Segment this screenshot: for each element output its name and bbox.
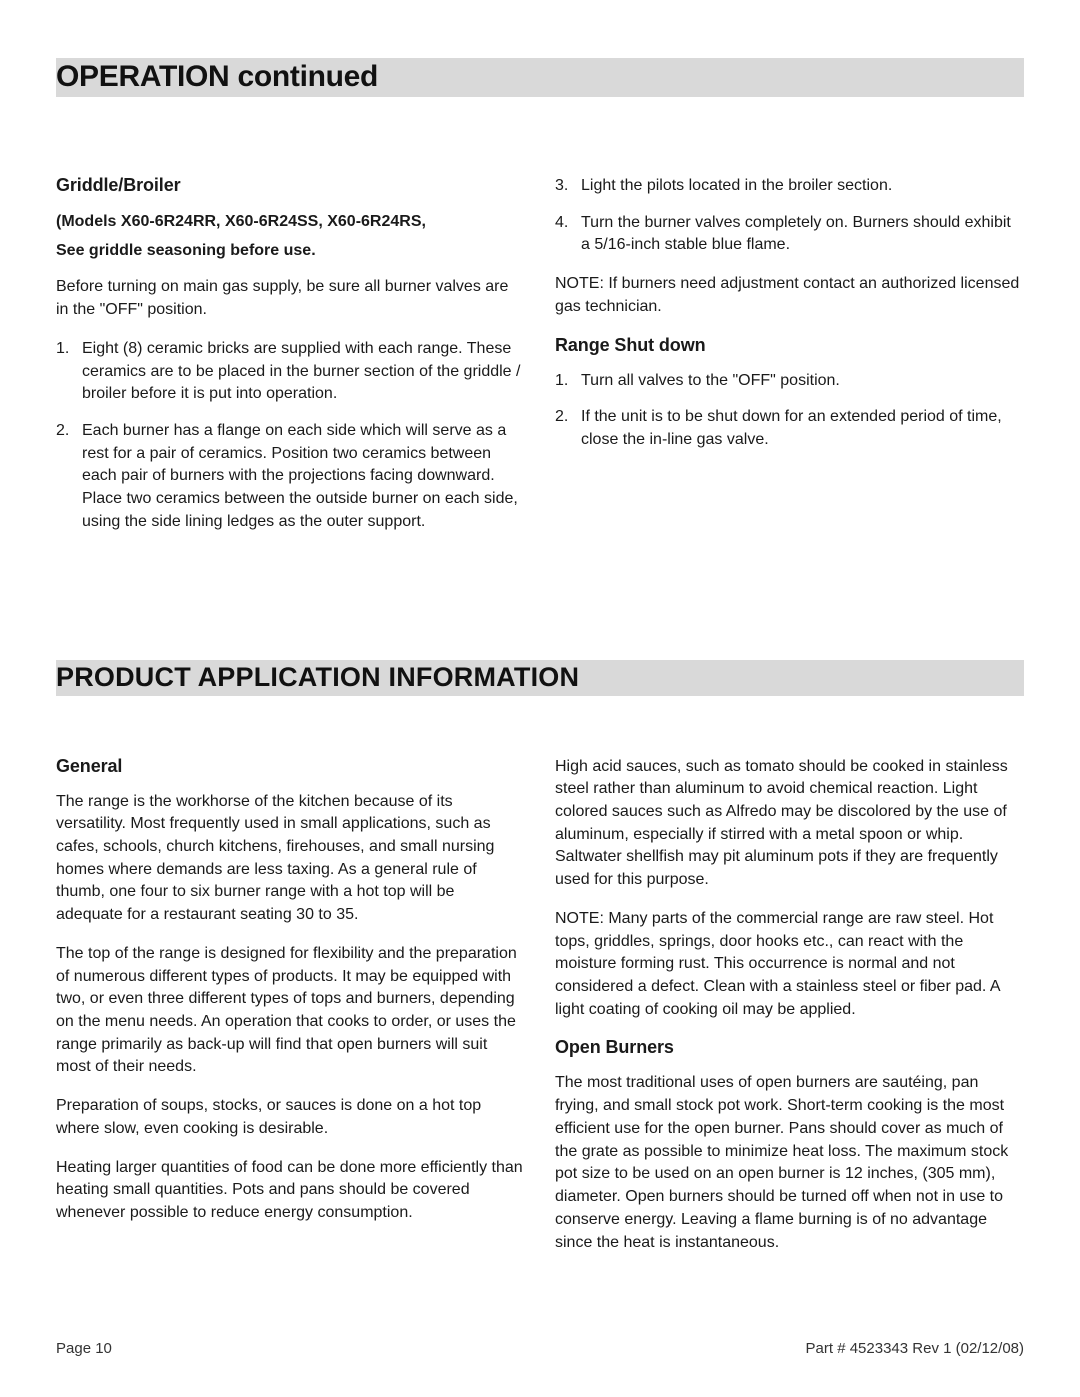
- list-item: Turn the burner valves completely on. Bu…: [555, 212, 1024, 257]
- griddle-steps-list: Eight (8) ceramic bricks are supplied wi…: [56, 338, 525, 534]
- body-paragraph: NOTE: Many parts of the commercial range…: [555, 908, 1024, 1022]
- page-footer: Page 10 Part # 4523343 Rev 1 (02/12/08): [56, 1340, 1024, 1357]
- list-item: Eight (8) ceramic bricks are supplied wi…: [56, 338, 525, 406]
- body-paragraph: The top of the range is designed for fle…: [56, 943, 525, 1079]
- list-item: If the unit is to be shut down for an ex…: [555, 406, 1024, 451]
- section-header-product-app: Product Application Information: [56, 660, 1024, 696]
- section-title: OPERATION continued: [56, 60, 1024, 94]
- seasoning-note: See griddle seasoning before use.: [56, 239, 525, 262]
- body-paragraph: Preparation of soups, stocks, or sauces …: [56, 1095, 525, 1140]
- section1-right-column: Light the pilots located in the broiler …: [555, 175, 1024, 550]
- intro-paragraph: Before turning on main gas supply, be su…: [56, 276, 525, 321]
- section1-columns: Griddle/Broiler (Models X60-6R24RR, X60-…: [56, 175, 1024, 550]
- griddle-broiler-subhead: Griddle/Broiler: [56, 175, 525, 196]
- body-paragraph: The most traditional uses of open burner…: [555, 1072, 1024, 1254]
- part-number: Part # 4523343 Rev 1 (02/12/08): [806, 1340, 1024, 1357]
- section-title: Product Application Information: [56, 662, 1024, 693]
- body-paragraph: High acid sauces, such as tomato should …: [555, 756, 1024, 892]
- shutdown-steps-list: Turn all valves to the "OFF" position. I…: [555, 370, 1024, 452]
- body-paragraph: Heating larger quantities of food can be…: [56, 1157, 525, 1225]
- page-number: Page 10: [56, 1340, 112, 1357]
- range-shutdown-subhead: Range Shut down: [555, 335, 1024, 356]
- models-note: (Models X60-6R24RR, X60-6R24SS, X60-6R24…: [56, 210, 525, 233]
- burner-note: NOTE: If burners need adjustment contact…: [555, 273, 1024, 318]
- list-item: Turn all valves to the "OFF" position.: [555, 370, 1024, 393]
- section2-right-column: High acid sauces, such as tomato should …: [555, 756, 1024, 1271]
- body-paragraph: The range is the workhorse of the kitche…: [56, 791, 525, 927]
- section-header-operation: OPERATION continued: [56, 58, 1024, 97]
- griddle-steps-continued: Light the pilots located in the broiler …: [555, 175, 1024, 257]
- section2-left-column: General The range is the workhorse of th…: [56, 756, 525, 1271]
- list-item: Light the pilots located in the broiler …: [555, 175, 1024, 198]
- list-item: Each burner has a flange on each side wh…: [56, 420, 525, 534]
- section2-columns: General The range is the workhorse of th…: [56, 756, 1024, 1271]
- section1-left-column: Griddle/Broiler (Models X60-6R24RR, X60-…: [56, 175, 525, 550]
- open-burners-subhead: Open Burners: [555, 1037, 1024, 1058]
- general-subhead: General: [56, 756, 525, 777]
- page: OPERATION continued Griddle/Broiler (Mod…: [0, 0, 1080, 1397]
